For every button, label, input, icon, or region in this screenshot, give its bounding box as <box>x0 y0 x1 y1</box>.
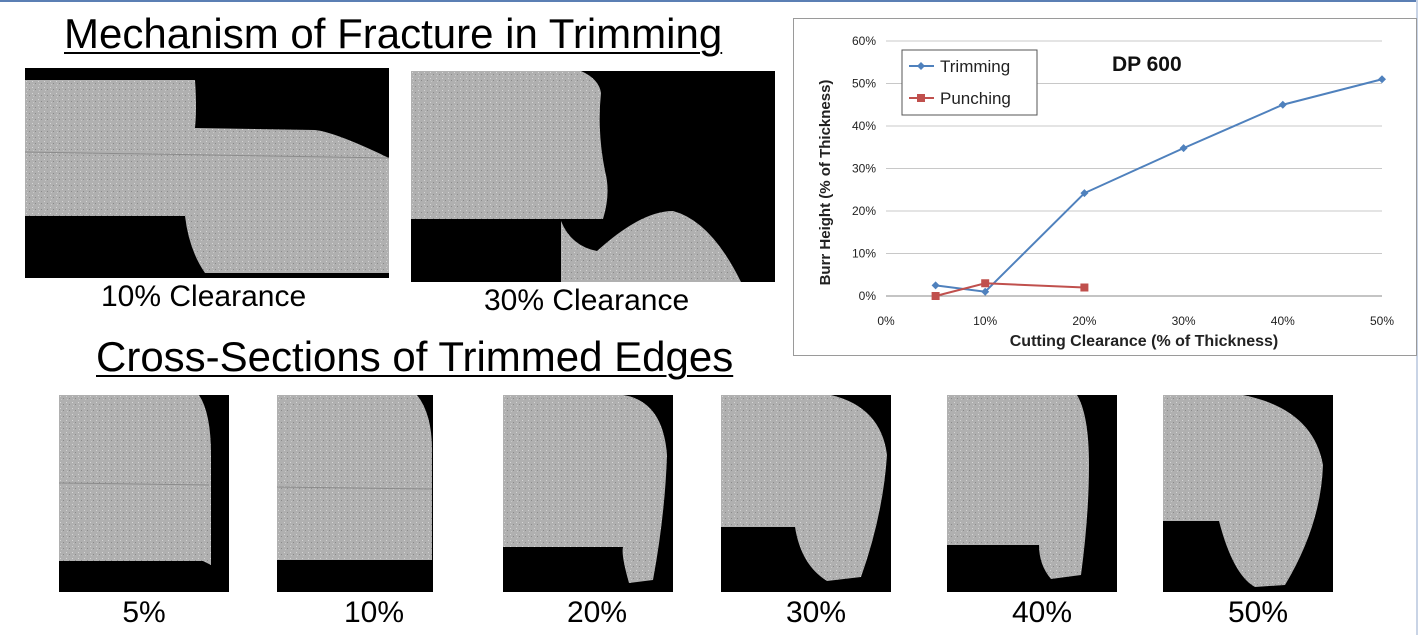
mechanism-heading: Mechanism of Fracture in Trimming <box>64 10 723 57</box>
data-point-trimming <box>1378 75 1386 84</box>
caption-10-clearance: 10% Clearance <box>101 280 307 313</box>
data-point-trimming <box>1179 144 1188 153</box>
cross-section-label-50: 50% <box>1227 596 1289 629</box>
legend-label-trimming: Trimming <box>940 57 1010 76</box>
cross-section-40 <box>947 395 1117 592</box>
cross-section-50 <box>1163 395 1333 592</box>
data-point-trimming <box>931 281 940 290</box>
cross-section-label-30: 30% <box>785 596 847 629</box>
legend-label-punching: Punching <box>940 89 1011 108</box>
y-tick-label: 30% <box>852 162 876 176</box>
x-axis-label: Cutting Clearance (% of Thickness) <box>1010 333 1279 350</box>
x-tick-label: 50% <box>1370 314 1394 328</box>
caption-30-clearance: 30% Clearance <box>484 284 690 317</box>
cross-section-5 <box>59 395 229 592</box>
cross-section-label-10: 10% <box>343 596 405 629</box>
data-point-punching <box>931 292 940 300</box>
x-tick-label: 30% <box>1172 314 1196 328</box>
micrograph-10-clearance <box>25 68 389 278</box>
data-point-punching <box>1080 283 1089 292</box>
y-tick-label: 0% <box>859 289 877 303</box>
data-point-trimming <box>1080 189 1089 198</box>
legend-marker-trimming <box>917 62 925 70</box>
cross-section-label-5: 5% <box>122 596 166 629</box>
cross-section-label-20: 20% <box>566 596 628 629</box>
legend-box <box>901 49 1038 116</box>
y-axis-label: Burr Height (% of Thickness) <box>817 80 834 286</box>
right-border <box>1416 0 1418 635</box>
legend-marker-punching <box>917 94 925 102</box>
x-tick-label: 0% <box>877 314 895 328</box>
top-border <box>0 0 1418 2</box>
data-point-punching <box>981 279 990 288</box>
data-point-trimming <box>981 287 990 296</box>
cross-sections-heading: Cross-Sections of Trimmed Edges <box>96 333 734 380</box>
y-tick-label: 20% <box>852 204 876 218</box>
series-line-punching <box>935 282 1085 297</box>
data-point-trimming <box>1278 100 1287 109</box>
x-tick-label: 40% <box>1271 314 1295 328</box>
burr-height-chart: 0% 10% 20% 30% 40% 50% 60% 0% 10% 20% 30% 40% 50% Cut… <box>793 18 1417 356</box>
y-tick-label: 40% <box>852 119 876 133</box>
x-tick-label: 10% <box>973 314 997 328</box>
series-line-trimming <box>935 78 1383 293</box>
y-tick-label: 50% <box>852 77 876 91</box>
cross-section-10 <box>277 395 433 592</box>
x-tick-label: 20% <box>1072 314 1096 328</box>
y-tick-label: 60% <box>852 34 876 48</box>
chart-canvas: 0% 10% 20% 30% 40% 50% 60% 0% 10% 20% 30% 40% 50% Cut… <box>817 34 1394 350</box>
chart-title: DP 600 <box>1112 53 1182 76</box>
micrograph-30-clearance <box>411 71 775 282</box>
cross-section-20 <box>503 395 673 592</box>
cross-section-30 <box>721 395 891 592</box>
cross-section-label-40: 40% <box>1011 596 1073 629</box>
y-tick-label: 10% <box>852 247 876 261</box>
